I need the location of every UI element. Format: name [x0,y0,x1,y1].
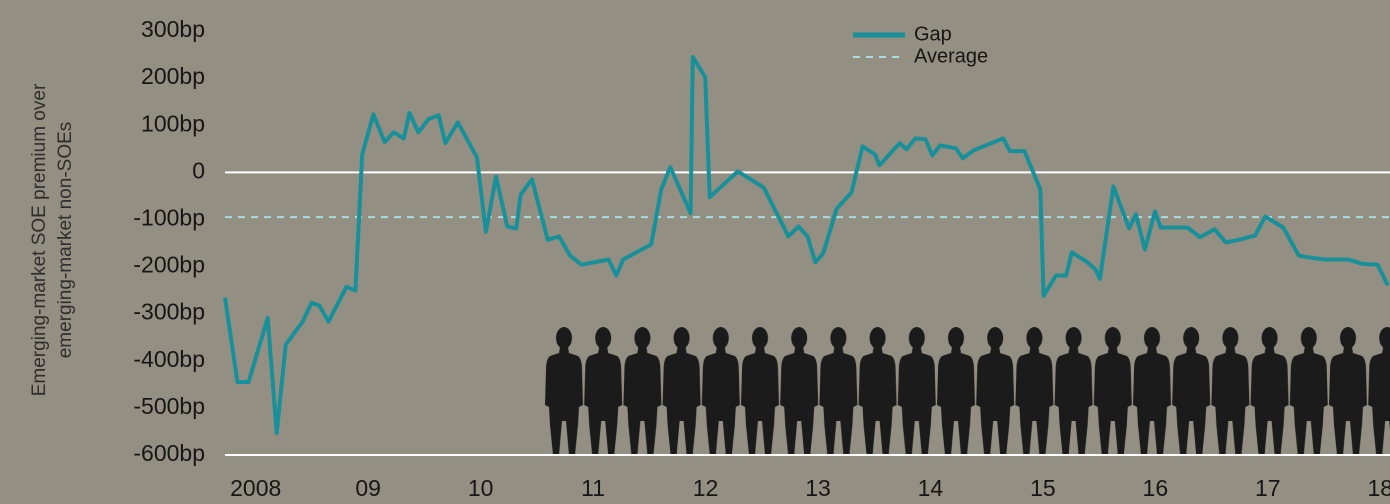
x-tick-label: 12 [693,475,719,501]
gap-line [223,54,1390,435]
y-tick-label: -500bp [133,393,205,419]
x-tick-label: 13 [805,475,831,501]
x-tick-label: 17 [1255,475,1281,501]
silhouettes [545,325,1390,455]
y-tick-label: -100bp [133,205,205,231]
y-tick-label: -400bp [133,346,205,372]
y-tick-label: -600bp [133,440,205,466]
y-tick-label: -300bp [133,299,205,325]
x-tick-label: 10 [468,475,494,501]
y-axis-title: Emerging-market SOE premium over emergin… [29,83,76,396]
y-tick-label: 200bp [141,63,205,89]
legend-label: Average [914,45,988,67]
x-tick-label: 16 [1143,475,1169,501]
x-tick-label: 14 [918,475,944,501]
x-tick-label: 18 [1367,475,1390,501]
y-axis-title-line: emerging-market non-SOEs [55,122,76,359]
y-tick-label: 300bp [141,16,205,42]
x-tick-label: 11 [581,475,605,501]
y-axis-title-line: Emerging-market SOE premium over [29,83,50,396]
y-tick-label: 100bp [141,110,205,136]
x-tick-label: 09 [355,475,381,501]
x-tick-label: 2008 [230,475,281,501]
y-tick-label: 0 [192,157,205,183]
y-tick-label: -200bp [133,252,205,278]
x-tick-label: 15 [1030,475,1056,501]
legend-label: Gap [914,23,952,45]
